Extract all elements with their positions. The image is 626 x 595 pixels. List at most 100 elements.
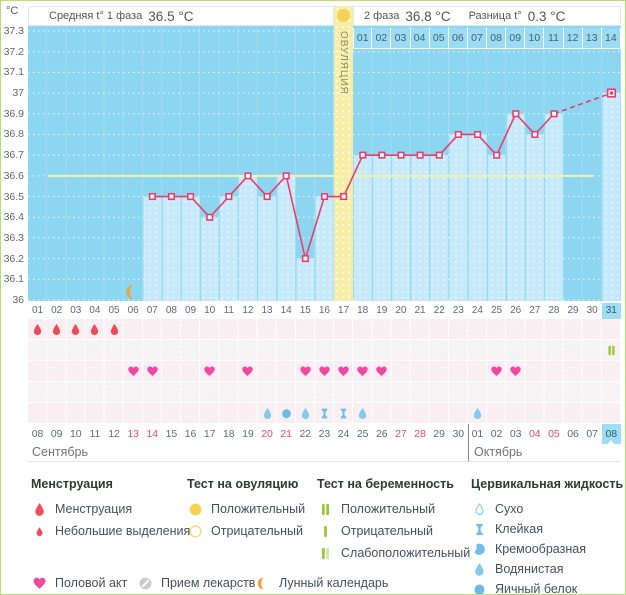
date-label: 11 [89, 428, 101, 440]
date-cell[interactable]: 07 [583, 424, 602, 444]
date-cell[interactable]: 10 [66, 424, 85, 444]
luteal-day-cell: 13 [582, 28, 602, 49]
legend-item: Водянистая [471, 559, 623, 579]
intercourse-icon [318, 365, 331, 378]
cycle-day-cell[interactable]: 09 [185, 305, 197, 316]
date-cell[interactable]: 16 [181, 424, 200, 444]
temperature-point [282, 172, 290, 180]
cycle-day-cell[interactable]: 14 [280, 305, 292, 316]
cycle-day-cell[interactable]: 03 [70, 305, 82, 316]
intercourse-icon [146, 365, 159, 378]
ovulation-band-label: ОВУЛЯЦИЯ [338, 31, 349, 95]
temperature-point [206, 213, 214, 221]
luteal-day-row: 01 02 03 04 05 06 07 08 09 10 11 12 13 14 [353, 28, 621, 49]
cycle-day-cell[interactable]: 15 [299, 305, 311, 316]
date-label: 14 [146, 428, 159, 440]
date-cell[interactable]: 08 [28, 424, 47, 444]
date-label: 13 [127, 428, 140, 440]
date-cell[interactable]: 17 [200, 424, 219, 444]
cycle-day-cell[interactable]: 19 [376, 305, 388, 316]
legend-group: Менструация Менструация Небольшие выделени… [31, 477, 190, 543]
cycle-day-cell[interactable]: 12 [242, 305, 254, 316]
cycle-day-cell[interactable]: 30 [586, 305, 598, 316]
cycle-day-cell[interactable]: 22 [433, 305, 445, 316]
luteal-day-cell: 08 [487, 28, 507, 49]
date-cell[interactable]: 13 [124, 424, 143, 444]
date-cell[interactable]: 15 [162, 424, 181, 444]
intercourse-icon [356, 365, 369, 378]
cycle-day-cell[interactable]: 25 [491, 305, 503, 316]
cycle-day-cell[interactable]: 13 [261, 305, 273, 316]
date-cell[interactable]: 08 [601, 424, 621, 445]
y-axis-tick: 36.6 [3, 169, 24, 182]
legend: Менструация Менструация Небольшие выделени… [1, 477, 625, 595]
legend-item: Клейкая [471, 519, 623, 539]
date-cell[interactable]: 05 [544, 424, 563, 444]
date-cell[interactable]: 24 [334, 424, 353, 444]
cycle-day-cell[interactable]: 29 [567, 305, 579, 316]
date-cell[interactable]: 02 [487, 424, 506, 444]
date-cell[interactable]: 18 [219, 424, 238, 444]
date-cell[interactable]: 23 [315, 424, 334, 444]
intercourse-icon [127, 365, 140, 378]
cycle-day-cell[interactable]: 06 [127, 305, 139, 316]
cycle-day-cell[interactable]: 21 [414, 305, 426, 316]
dry-icon [471, 501, 487, 517]
temperature-point [320, 192, 329, 201]
legend-item-label: Яичный белок [495, 582, 578, 595]
date-cell[interactable]: 29 [430, 424, 449, 444]
cycle-day-cell[interactable]: 16 [318, 305, 330, 316]
cycle-day-cell[interactable]: 11 [223, 305, 234, 316]
date-cell[interactable]: 06 [564, 424, 583, 444]
date-cell[interactable]: 19 [238, 424, 257, 444]
legend-group: Тест на овуляцию Положительный Отрицательн… [187, 477, 305, 543]
cycle-day-cell[interactable]: 18 [357, 305, 369, 316]
date-cell[interactable]: 21 [277, 424, 296, 444]
cycle-day-cell[interactable]: 20 [395, 305, 407, 316]
luteal-day-cell: 04 [410, 28, 430, 49]
date-label: 08 [31, 428, 44, 440]
temp-difference-label: Разница t° [468, 10, 522, 22]
date-cell[interactable]: 28 [411, 424, 430, 444]
legend-item: Яичный белок [471, 579, 623, 595]
date-cell[interactable]: 11 [85, 424, 104, 444]
cycle-day-cell[interactable]: 17 [338, 305, 350, 316]
date-cell[interactable]: 26 [372, 424, 391, 444]
date-cell[interactable]: 09 [47, 424, 66, 444]
date-cell[interactable]: 25 [353, 424, 372, 444]
cycle-day-cell[interactable]: 26 [510, 305, 522, 316]
watery-icon [471, 407, 484, 420]
cycle-day-cell[interactable]: 07 [146, 305, 158, 316]
y-axis-tick: 36.8 [3, 128, 24, 141]
cycle-day-cell[interactable]: 08 [165, 305, 177, 316]
date-cell[interactable]: 30 [449, 424, 468, 444]
cycle-day-cell[interactable]: 02 [51, 305, 63, 316]
legend-item: Положительный [317, 499, 470, 519]
date-cell[interactable]: 01 [468, 424, 487, 444]
date-cell[interactable]: 20 [258, 424, 277, 444]
legend-item-label: Водянистая [495, 562, 564, 576]
date-cell[interactable]: 27 [391, 424, 410, 444]
temperature-point [454, 130, 462, 139]
cycle-day-cell[interactable]: 31 [601, 303, 621, 319]
date-cell[interactable]: 04 [525, 424, 544, 444]
date-label: 24 [337, 428, 350, 440]
cycle-day-cell[interactable]: 01 [32, 305, 44, 316]
legend-item: Прием лекарств [137, 575, 255, 591]
cycle-day-cell[interactable]: 24 [471, 305, 483, 316]
cycle-day-cell[interactable]: 27 [529, 305, 541, 316]
date-cell[interactable]: 14 [143, 424, 162, 444]
watery-icon [299, 407, 312, 420]
date-cell[interactable]: 22 [296, 424, 315, 444]
menstruation-icon [88, 323, 101, 336]
cycle-day-cell[interactable]: 10 [204, 305, 216, 316]
sticky-icon [318, 407, 331, 420]
date-cell[interactable]: 03 [506, 424, 525, 444]
cycle-day-cell[interactable]: 28 [548, 305, 560, 316]
cycle-day-cell[interactable]: 05 [108, 305, 120, 316]
cycle-day-cell[interactable]: 04 [89, 305, 101, 316]
cycle-day-cell[interactable]: 23 [452, 305, 464, 316]
menstruation-icon [108, 323, 121, 336]
date-cell[interactable]: 12 [105, 424, 124, 444]
legend-item-label: Сухо [495, 502, 524, 516]
